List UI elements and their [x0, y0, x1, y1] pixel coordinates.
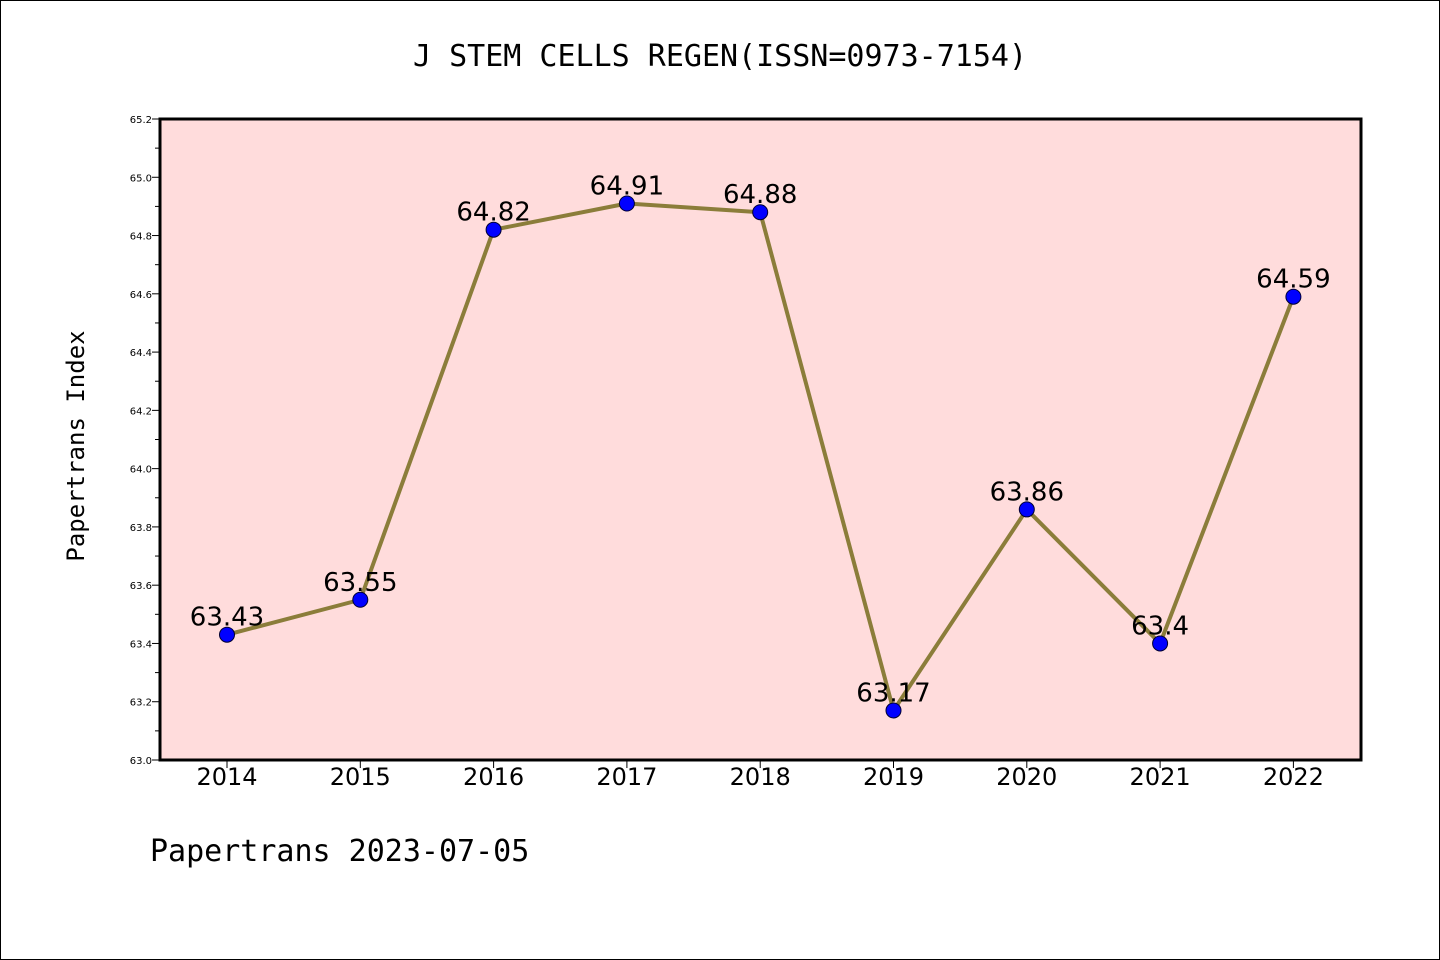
y-tick-label: 64.2: [130, 406, 152, 417]
x-tick-label: 2018: [730, 763, 791, 791]
data-point: [752, 204, 769, 221]
x-tick-label: 2021: [1130, 763, 1191, 791]
y-tick-label: 64.0: [130, 465, 152, 476]
y-tick-label: 64.8: [130, 232, 152, 243]
y-tick-label: 63.4: [130, 639, 152, 650]
plot-area: [160, 119, 1361, 760]
x-tick-label: 2020: [996, 763, 1057, 791]
y-tick-label: 63.8: [130, 523, 152, 534]
x-tick-label: 2016: [463, 763, 524, 791]
y-axis-label: Papertrans Index: [62, 330, 90, 561]
plot-border: [158, 117, 1363, 762]
x-tick-label: 2019: [863, 763, 924, 791]
y-axis: 63.0 63.2 63.4 63.6 63.8 64.0 64.2 64.4 64.6 64.8…: [130, 115, 160, 767]
x-tick-label: 2017: [596, 763, 657, 791]
x-tick-label: 2022: [1263, 763, 1324, 791]
data-point: [219, 626, 235, 643]
data-point: [618, 195, 635, 212]
footer-credit: Papertrans 2023-07-05: [150, 834, 530, 869]
data-point: [1018, 501, 1035, 518]
data-point: [1152, 635, 1169, 652]
data-point: [885, 702, 902, 719]
y-tick-label: 64.6: [130, 290, 152, 301]
x-axis: 2014 2015 2016 2017 2018 2019 2020 2021 2022: [196, 760, 1324, 791]
data-point: [485, 221, 502, 238]
y-tick-label: 65.0: [130, 173, 152, 184]
chart-title: J STEM CELLS REGEN(ISSN=0973-7154): [413, 39, 1027, 74]
y-tick-label: 63.0: [130, 756, 152, 767]
x-tick-label: 2014: [196, 763, 257, 791]
y-tick-label: 63.2: [130, 698, 152, 709]
x-tick-label: 2015: [330, 763, 391, 791]
data-point: [1285, 288, 1302, 305]
y-tick-label: 65.2: [130, 115, 152, 126]
y-tick-label: 63.6: [130, 581, 152, 592]
data-point: [352, 591, 369, 608]
data-markers: [219, 195, 1302, 719]
y-tick-label: 64.4: [130, 348, 152, 359]
